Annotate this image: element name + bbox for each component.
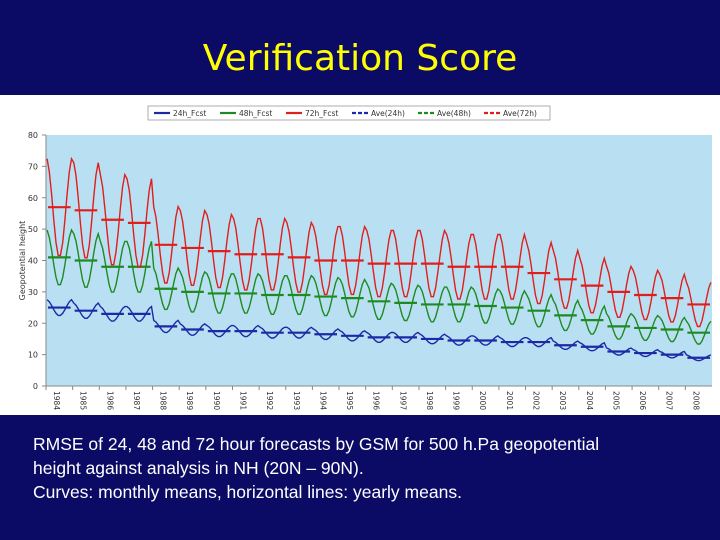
plot-area <box>46 135 712 386</box>
x-tick-label: 1993 <box>292 391 301 410</box>
caption-line-3: Curves: monthly means, horizontal lines:… <box>33 482 462 502</box>
slide-title: Verification Score <box>202 38 518 79</box>
x-tick-label: 2007 <box>665 391 674 410</box>
legend-label: Ave(48h) <box>437 109 471 118</box>
chart-panel: 0 10 20 30 40 50 60 70 80 Geopotential height 1984… <box>0 95 720 415</box>
caption: RMSE of 24, 48 and 72 hour forecasts by … <box>33 432 703 504</box>
legend-box <box>147 105 551 121</box>
y-tick-label: 10 <box>28 351 38 360</box>
x-tick-label: 2002 <box>532 391 541 410</box>
y-tick-label: 30 <box>28 288 38 297</box>
y-tick-label: 20 <box>28 319 38 328</box>
x-tick-label: 1995 <box>345 391 354 410</box>
caption-line-1: RMSE of 24, 48 and 72 hour forecasts by … <box>33 434 600 454</box>
x-tick-label: 2006 <box>638 391 647 410</box>
y-tick-label: 0 <box>33 382 38 391</box>
x-tick-label: 1999 <box>452 391 461 410</box>
legend-label: 72h_Fcst <box>305 109 338 118</box>
x-tick-label: 1996 <box>372 391 381 410</box>
monthly-curve <box>46 156 712 328</box>
x-tick-label: 2005 <box>611 391 620 410</box>
x-tick-label: 1998 <box>425 391 434 410</box>
y-tick-label: 60 <box>28 194 38 203</box>
caption-line-2: height against analysis in NH (20N – 90N… <box>33 458 364 478</box>
rmse-chart: 0 10 20 30 40 50 60 70 80 Geopotential height 1984… <box>18 105 712 410</box>
legend-label: Ave(24h) <box>371 109 405 118</box>
legend-label: Ave(72h) <box>503 109 537 118</box>
x-tick-label: 1992 <box>265 391 274 410</box>
y-tick-label: 80 <box>28 131 38 140</box>
x-tick-label: 1994 <box>318 391 327 410</box>
x-tick-label: 1991 <box>238 391 247 410</box>
x-tick-label: 1985 <box>79 391 88 410</box>
x-tick-label: 1986 <box>105 391 114 410</box>
x-tick-label: 1989 <box>185 391 194 410</box>
y-tick-label: 40 <box>28 257 38 266</box>
x-tick-label: 1997 <box>398 391 407 410</box>
x-tick-label: 2004 <box>585 391 594 410</box>
x-tick-label: 2003 <box>558 391 567 410</box>
x-tick-label: 2000 <box>478 391 487 410</box>
monthly-curve <box>46 228 712 345</box>
x-tick-label: 2008 <box>691 391 700 410</box>
x-tick-label: 1988 <box>159 391 168 410</box>
legend-label: 48h_Fcst <box>239 109 272 118</box>
y-tick-label: 50 <box>28 225 38 234</box>
x-tick-label: 1987 <box>132 391 141 410</box>
y-tick-label: 70 <box>28 162 38 171</box>
x-tick-label: 2001 <box>505 391 514 410</box>
monthly-curve <box>46 298 712 362</box>
x-tick-label: 1990 <box>212 391 221 410</box>
x-tick-label: 1984 <box>52 391 61 410</box>
legend-label: 24h_Fcst <box>173 109 206 118</box>
y-axis-label: Geopotential height <box>18 221 27 301</box>
